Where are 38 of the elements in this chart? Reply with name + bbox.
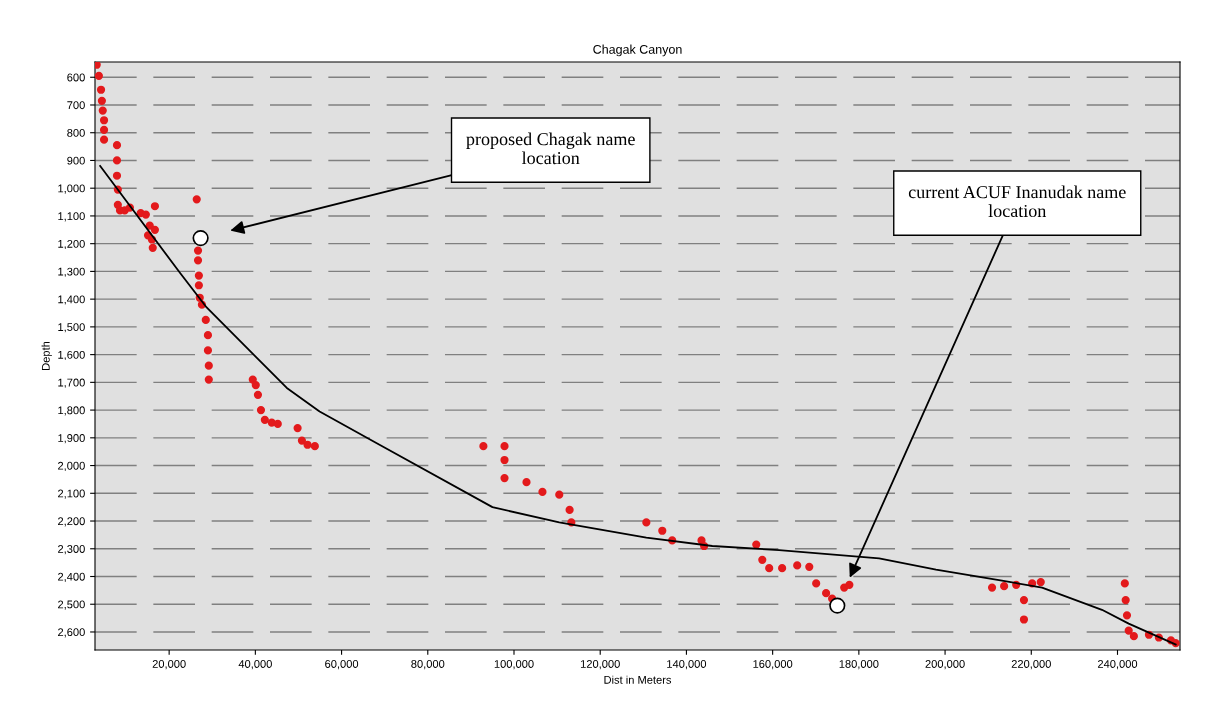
y-tick-label: 1,400	[58, 295, 85, 305]
y-tick-label: 2,600	[58, 628, 85, 638]
y-tick-label: 900	[67, 156, 85, 165]
y-tick-label: 800	[67, 128, 85, 137]
x-tick-label: 120,000	[580, 660, 620, 670]
y-tick-label: 2,000	[58, 461, 85, 471]
x-tick-label: 60,000	[325, 660, 359, 670]
x-tick-label: 220,000	[1011, 660, 1051, 670]
x-tick-label: 240,000	[1097, 660, 1138, 670]
y-tick-label: 2,300	[58, 545, 85, 555]
y-tick-label: 1,500	[58, 323, 85, 333]
y-tick-label: 1,700	[58, 378, 85, 388]
y-axis-title: Depth	[41, 341, 52, 370]
x-tick-label: 100,000	[494, 660, 534, 670]
x-tick-label: 140,000	[667, 660, 707, 670]
x-tick-label: 20,000	[152, 660, 186, 670]
annotation: current ACUF Inanudak name location	[908, 185, 1126, 218]
chart-title: Chagak Canyon	[593, 44, 682, 57]
annotation: proposed Chagak name location	[466, 132, 635, 165]
y-tick-label: 700	[67, 101, 85, 110]
y-tick-label: 1,800	[58, 406, 85, 416]
x-tick-label: 200,000	[925, 660, 965, 670]
y-tick-label: 1,200	[58, 239, 85, 250]
x-tick-label: 160,000	[753, 660, 793, 670]
x-tick-label: 180,000	[839, 660, 879, 670]
y-tick-label: 1,000	[58, 184, 85, 194]
x-axis-title: Dist in Meters	[604, 675, 672, 684]
x-tick-label: 40,000	[238, 660, 272, 670]
y-tick-label: 600	[67, 73, 85, 82]
y-tick-label: 1,900	[58, 434, 85, 444]
y-tick-label: 1,100	[58, 212, 85, 222]
x-tick-label: 80,000	[411, 660, 445, 670]
y-tick-label: 1,600	[58, 350, 85, 361]
y-tick-label: 2,500	[58, 600, 85, 610]
y-tick-label: 2,100	[58, 489, 85, 499]
y-tick-label: 1,300	[58, 267, 85, 277]
y-tick-label: 2,200	[58, 517, 85, 527]
y-tick-label: 2,400	[58, 572, 85, 582]
